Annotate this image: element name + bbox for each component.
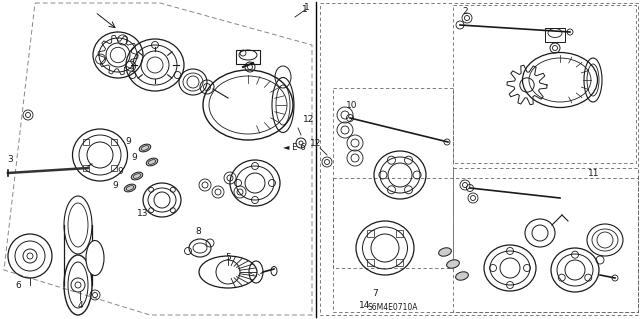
Ellipse shape xyxy=(447,260,460,268)
Bar xyxy=(396,231,403,238)
Text: 7: 7 xyxy=(372,288,378,298)
Ellipse shape xyxy=(131,172,143,180)
Text: 9: 9 xyxy=(112,182,118,190)
Text: 4: 4 xyxy=(77,300,83,309)
Text: 6: 6 xyxy=(15,280,21,290)
Bar xyxy=(111,166,117,171)
Text: 9: 9 xyxy=(117,167,123,176)
Text: 8: 8 xyxy=(195,227,201,236)
Ellipse shape xyxy=(140,144,151,152)
Text: ◄ E-6: ◄ E-6 xyxy=(283,144,306,152)
Ellipse shape xyxy=(124,184,136,192)
Bar xyxy=(83,138,89,145)
Bar xyxy=(396,258,403,265)
Text: 1: 1 xyxy=(302,5,308,14)
Bar xyxy=(367,231,374,238)
Text: 3: 3 xyxy=(7,155,13,165)
Bar xyxy=(367,258,374,265)
Text: 12: 12 xyxy=(310,138,322,147)
Text: 11: 11 xyxy=(588,168,600,177)
Text: 13: 13 xyxy=(137,209,148,218)
Text: 9: 9 xyxy=(125,137,131,146)
Text: 14: 14 xyxy=(359,301,371,310)
Text: S6M4E0710A: S6M4E0710A xyxy=(368,303,419,313)
Text: 10: 10 xyxy=(346,100,358,109)
Text: 2: 2 xyxy=(462,8,468,17)
Text: 9: 9 xyxy=(131,152,137,161)
Bar xyxy=(236,50,260,64)
Bar xyxy=(83,166,89,171)
Bar xyxy=(111,138,117,145)
Text: 12: 12 xyxy=(303,115,315,124)
Bar xyxy=(545,28,565,42)
Text: 5: 5 xyxy=(225,253,231,262)
Ellipse shape xyxy=(456,272,468,280)
Text: 1: 1 xyxy=(304,4,310,12)
Ellipse shape xyxy=(438,248,451,256)
Ellipse shape xyxy=(86,241,104,276)
Ellipse shape xyxy=(146,158,158,166)
